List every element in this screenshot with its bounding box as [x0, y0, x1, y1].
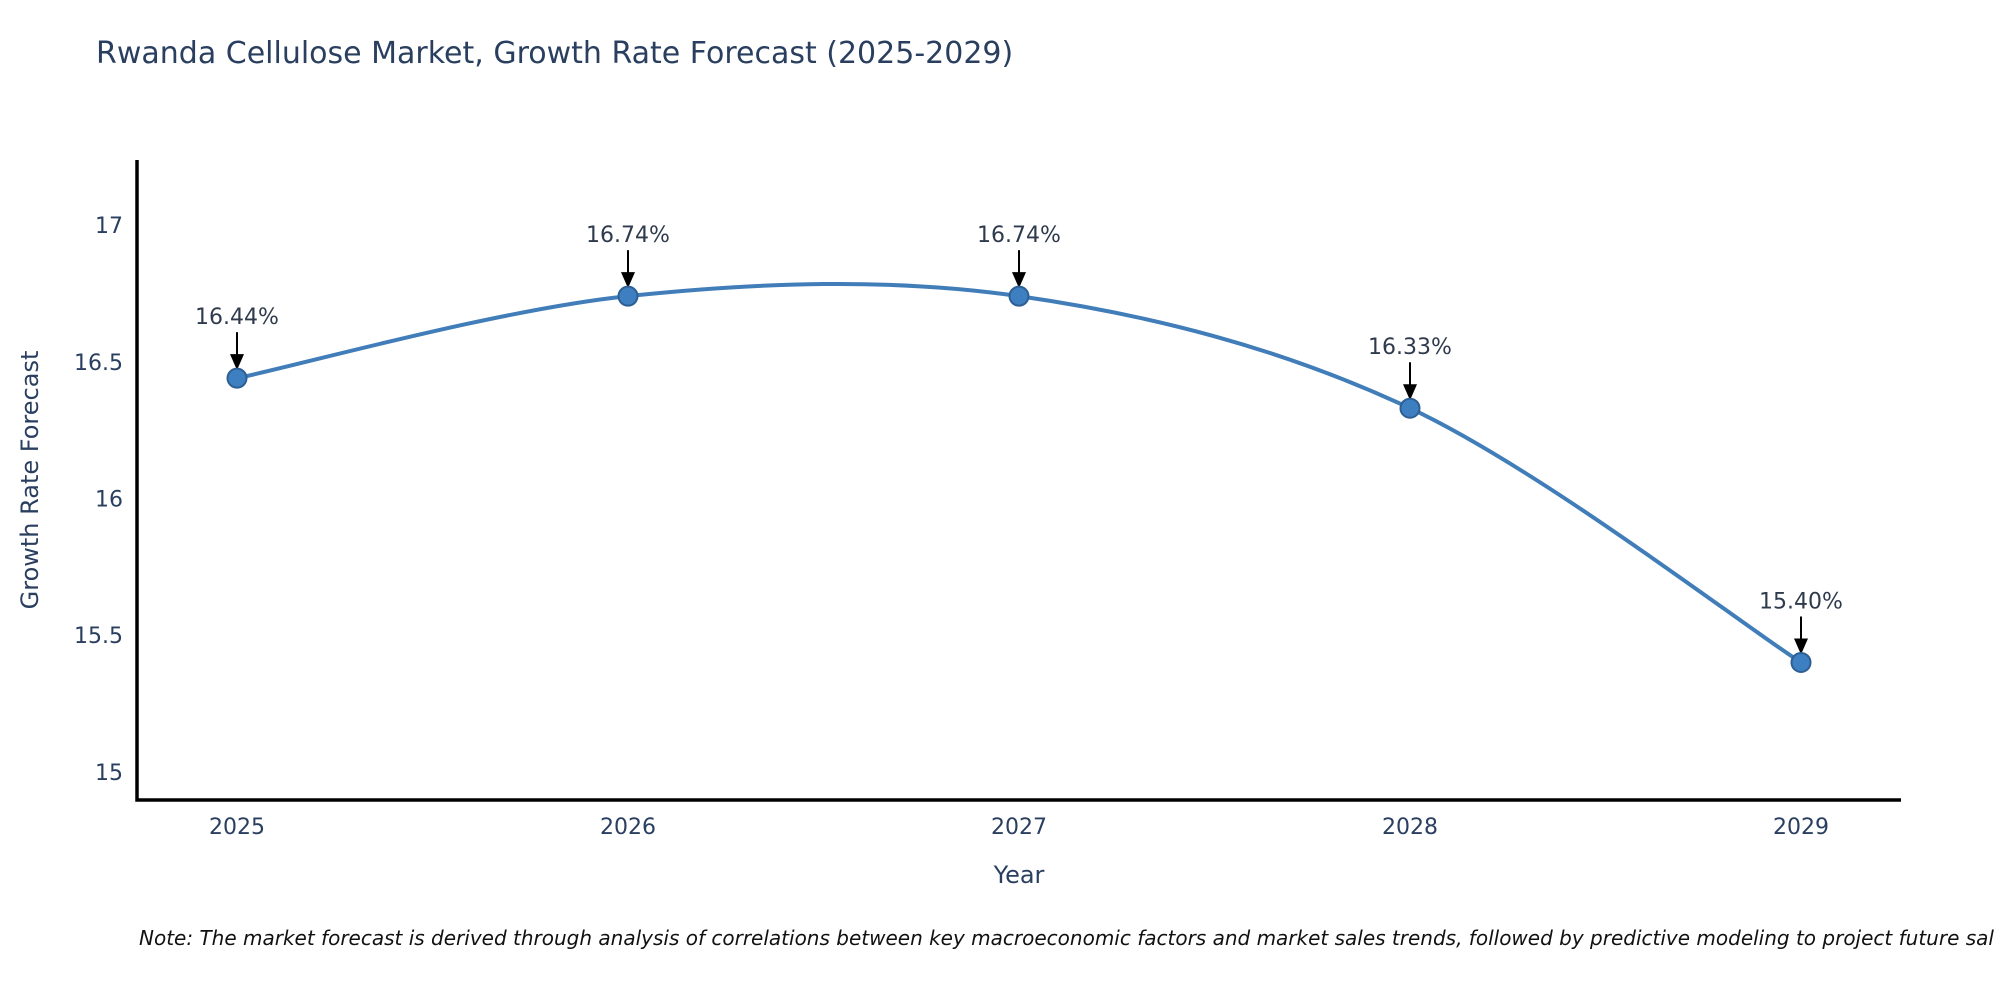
y-tick-label: 16: [95, 487, 123, 512]
x-axis-title: Year: [993, 861, 1045, 889]
x-tick-label: 2025: [209, 815, 265, 840]
data-point-label: 16.33%: [1368, 335, 1452, 360]
y-axis-title: Growth Rate Forecast: [16, 350, 44, 610]
x-tick-label: 2029: [1773, 815, 1829, 840]
x-tick-label: 2028: [1382, 815, 1438, 840]
data-point-marker[interactable]: [1399, 397, 1421, 419]
annotation-arrowhead-icon: [230, 354, 244, 371]
x-tick-label: 2027: [991, 815, 1047, 840]
annotation-arrowhead-icon: [1794, 638, 1808, 655]
annotation-arrowhead-icon: [621, 272, 635, 289]
axis-lines: [135, 160, 1901, 802]
data-point-label: 15.40%: [1759, 589, 1843, 614]
annotation-arrowhead-icon: [1403, 384, 1417, 401]
y-tick-label: 16.5: [74, 351, 123, 376]
y-tick-label: 15: [95, 761, 123, 786]
data-point-label: 16.74%: [977, 223, 1061, 248]
footnote: Note: The market forecast is derived thr…: [139, 926, 1994, 950]
data-point-marker[interactable]: [1790, 651, 1812, 673]
forecast-line: [236, 281, 1803, 665]
data-point-label: 16.74%: [586, 223, 670, 248]
data-point-marker[interactable]: [617, 285, 639, 307]
data-point-label: 16.44%: [195, 305, 279, 330]
data-point-marker[interactable]: [1008, 285, 1030, 307]
x-tick-label: 2026: [600, 815, 656, 840]
y-tick-label: 17: [95, 214, 123, 239]
data-point-marker[interactable]: [226, 367, 248, 389]
annotation-arrowhead-icon: [1012, 272, 1026, 289]
y-tick-label: 15.5: [74, 624, 123, 649]
chart-title: Rwanda Cellulose Market, Growth Rate For…: [96, 36, 1014, 71]
